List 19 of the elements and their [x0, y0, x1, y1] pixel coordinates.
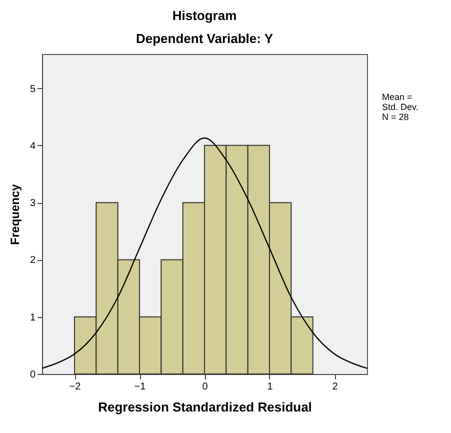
chart-subtitle: Dependent Variable: Y [136, 31, 274, 46]
x-tick-label: −1 [134, 382, 146, 392]
y-tick-label: 4 [30, 140, 36, 152]
y-tick-label: 5 [30, 84, 36, 95]
text: N = 28 [382, 112, 410, 122]
text: Mean = [382, 92, 414, 102]
y-axis-title: Frequency [8, 184, 22, 245]
line-series [41, 137, 368, 369]
x-tick-label: 1 [267, 382, 274, 392]
text: Std. Dev. [382, 102, 418, 112]
x-tick-label: 0 [202, 382, 208, 392]
y-tick-label: 3 [30, 198, 36, 210]
y-tick-label: 0 [30, 370, 36, 380]
x-tick-label: −2 [69, 382, 82, 392]
x-tick-label: 2 [332, 382, 338, 392]
x-axis-title: Regression Standardized Residual [98, 400, 312, 414]
y-tick-label: 1 [30, 312, 36, 324]
y-tick-label: 2 [30, 255, 36, 266]
chart-title: Histogram [172, 8, 237, 23]
